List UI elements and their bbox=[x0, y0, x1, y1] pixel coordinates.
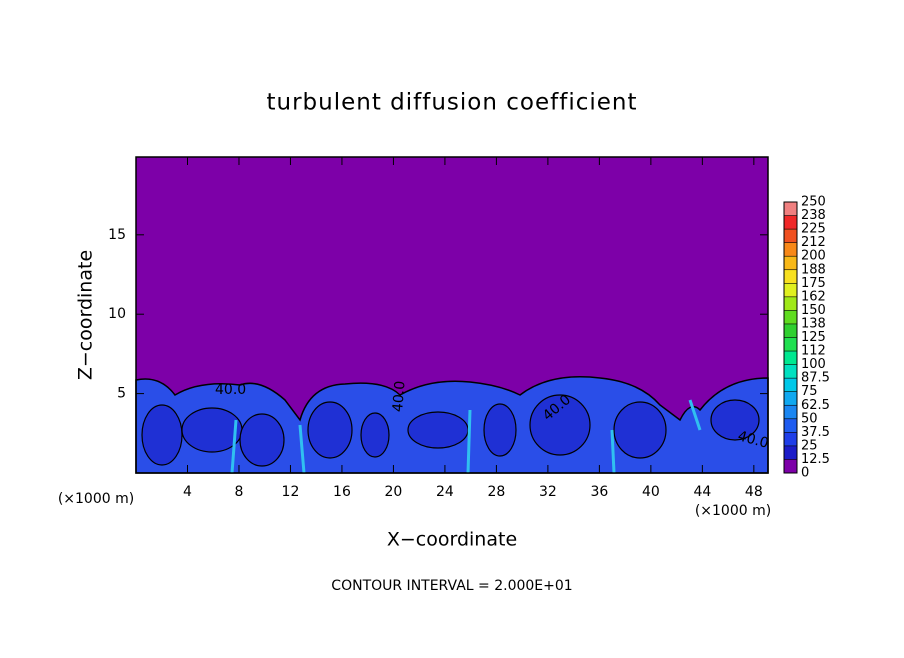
colorbar-tick-label: 12.5 bbox=[801, 452, 830, 467]
x-tick-label: 32 bbox=[539, 484, 557, 500]
colorbar-bin bbox=[784, 296, 797, 311]
x-tick-label: 4 bbox=[183, 484, 192, 500]
colorbar-tick-label: 212 bbox=[801, 235, 826, 250]
colorbar-bin bbox=[784, 310, 797, 324]
x-tick-label: 44 bbox=[693, 484, 711, 500]
colorbar-bin bbox=[784, 445, 797, 460]
colorbar-tick-label: 250 bbox=[801, 195, 826, 210]
plot-frame bbox=[135, 156, 769, 474]
colorbar-bin bbox=[784, 202, 797, 216]
x-tick-label: 12 bbox=[282, 484, 300, 500]
x-tick-label: 40 bbox=[642, 484, 660, 500]
contour-label: 40.0 bbox=[215, 382, 246, 398]
colorbar-bin bbox=[784, 405, 797, 419]
colorbar-tick-label: 188 bbox=[801, 262, 826, 277]
colorbar-bin bbox=[784, 323, 797, 338]
x-tick-label: 16 bbox=[333, 484, 351, 500]
x-tick-label: 8 bbox=[235, 484, 244, 500]
colorbar-bin bbox=[784, 378, 797, 392]
colorbar-bin bbox=[784, 418, 797, 433]
field-streaks bbox=[230, 399, 702, 474]
x-axis-label: X−coordinate bbox=[387, 529, 517, 551]
chart-title: turbulent diffusion coefficient bbox=[266, 90, 637, 116]
x-tick-label: 24 bbox=[436, 484, 454, 500]
colorbar-bin bbox=[784, 351, 797, 365]
colorbar-tick-label: 75 bbox=[801, 384, 818, 399]
contour-label: 40.0 bbox=[390, 380, 409, 412]
colorbar-tick-label: 175 bbox=[801, 276, 826, 291]
colorbar-bin bbox=[784, 229, 797, 243]
colorbar-bin bbox=[784, 459, 797, 473]
colorbar-bin bbox=[784, 391, 797, 406]
colorbar-tick-label: 112 bbox=[801, 344, 826, 359]
x-tick-label: 28 bbox=[487, 484, 505, 500]
colorbar-tick-label: 62.5 bbox=[801, 398, 830, 413]
contour-label: 40.0 bbox=[736, 428, 770, 452]
colorbar-tick-label: 138 bbox=[801, 316, 826, 331]
colorbar-tick-label: 125 bbox=[801, 330, 826, 345]
y-axis-label: Z−coordinate bbox=[75, 250, 97, 380]
colorbar-tick-label: 238 bbox=[801, 208, 826, 223]
y-tick-label: 15 bbox=[108, 227, 126, 243]
colorbar-bin bbox=[784, 283, 797, 297]
colorbar-bin bbox=[784, 364, 797, 379]
colorbar-bin bbox=[784, 337, 797, 352]
x-unit: (×1000 m) bbox=[695, 503, 771, 519]
colorbar-bin bbox=[784, 269, 797, 284]
footnote: CONTOUR INTERVAL = 2.000E+01 bbox=[331, 578, 572, 594]
colorbar-tick-label: 50 bbox=[801, 411, 818, 426]
colorbar-bin bbox=[784, 432, 797, 446]
colorbar-tick-label: 0 bbox=[801, 466, 809, 481]
colorbar-tick-label: 150 bbox=[801, 303, 826, 318]
colorbar-bin bbox=[784, 256, 797, 270]
y-unit: (×1000 m) bbox=[58, 491, 134, 507]
x-tick-label: 20 bbox=[385, 484, 403, 500]
colorbar-bin bbox=[784, 215, 797, 230]
colorbar-tick-label: 200 bbox=[801, 249, 826, 264]
colorbar-tick-label: 162 bbox=[801, 289, 826, 304]
x-tick-label: 48 bbox=[745, 484, 763, 500]
field-blobs bbox=[141, 394, 760, 467]
colorbar-tick-label: 225 bbox=[801, 222, 826, 237]
colorbar-tick-label: 25 bbox=[801, 438, 818, 453]
x-tick-label: 36 bbox=[590, 484, 608, 500]
y-tick-label: 10 bbox=[108, 306, 126, 322]
colorbar-tick-label: 87.5 bbox=[801, 371, 830, 386]
colorbar-tick-label: 37.5 bbox=[801, 425, 830, 440]
colorbar-tick-label: 100 bbox=[801, 357, 826, 372]
y-tick-label: 5 bbox=[117, 386, 126, 402]
colorbar-bin bbox=[784, 242, 797, 257]
